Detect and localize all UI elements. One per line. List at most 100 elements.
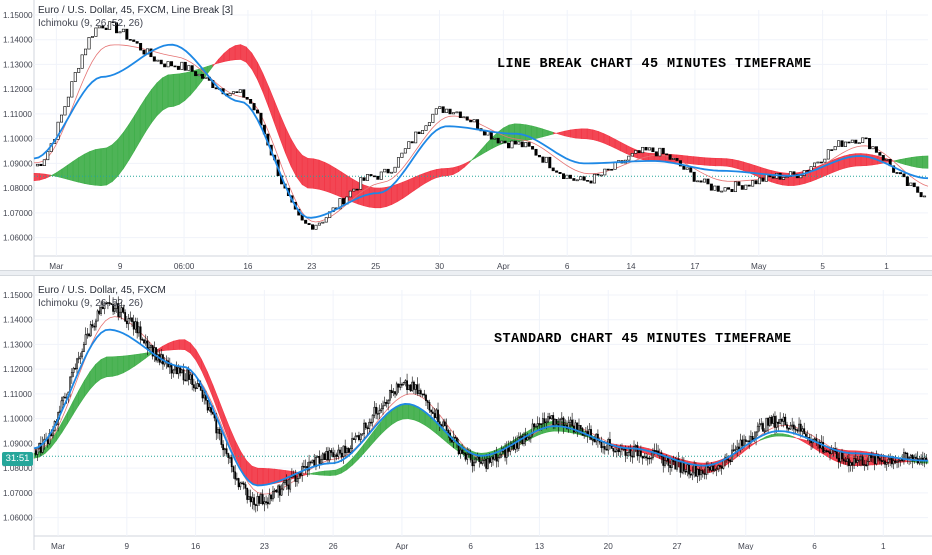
- price-bar: [63, 106, 67, 116]
- price-bar: [816, 161, 820, 164]
- price-bar: [70, 372, 73, 378]
- ichimoku-cloud-segment: [614, 138, 621, 152]
- time-tick-label: 9: [118, 262, 123, 270]
- price-bar: [139, 326, 142, 340]
- price-bar: [653, 450, 656, 452]
- price-bar: [335, 454, 338, 457]
- price-bar: [915, 456, 917, 459]
- price-bar: [548, 416, 551, 419]
- ichimoku-cloud-segment: [486, 136, 493, 152]
- price-bar: [641, 455, 644, 459]
- ichimoku-cloud-segment: [83, 151, 91, 185]
- pane-separator[interactable]: [0, 270, 932, 276]
- price-bar: [493, 453, 496, 460]
- ichimoku-cloud-segment: [441, 168, 448, 177]
- price-bar: [877, 453, 880, 459]
- price-bar: [268, 494, 271, 505]
- price-bar: [884, 460, 886, 465]
- price-bar: [574, 422, 577, 433]
- price-bar: [155, 347, 157, 361]
- ichimoku-cloud-segment: [33, 172, 40, 182]
- ichimoku-cloud-segment: [586, 128, 594, 140]
- standard-chart-pane[interactable]: 1.15000 1.14000 1.13000 1.12000 1.11000 1.100…: [0, 276, 932, 551]
- price-bar: [90, 36, 94, 38]
- ichimoku-cloud-segment: [324, 161, 331, 193]
- price-bar: [304, 466, 307, 468]
- price-bar: [509, 446, 512, 452]
- price-bar: [458, 111, 462, 119]
- line-break-chart-pane[interactable]: 1.15000 1.14000 1.13000 1.12000 1.11000 1.100…: [0, 0, 932, 271]
- price-bar: [715, 468, 718, 471]
- price-bar: [159, 59, 163, 65]
- price-bar: [897, 460, 900, 462]
- bottom-indicator-label: Ichimoku (9, 26, 52, 26): [38, 298, 144, 309]
- price-bar: [254, 504, 257, 506]
- price-bar: [166, 61, 170, 68]
- price-tick-label: 1.15000: [3, 11, 33, 20]
- time-tick-label: 1: [884, 262, 889, 270]
- price-bar: [345, 447, 348, 454]
- price-bar: [128, 39, 132, 41]
- price-tick-label: 1.08000: [3, 464, 33, 473]
- price-bar: [476, 119, 480, 129]
- price-bar: [885, 462, 888, 465]
- price-bar: [39, 443, 42, 453]
- ichimoku-cloud-segment: [620, 141, 627, 154]
- price-bar: [442, 421, 445, 427]
- ichimoku-cloud-segment: [296, 147, 303, 186]
- price-bar: [685, 167, 689, 170]
- price-bar: [517, 436, 520, 449]
- time-tick-label: 27: [672, 542, 682, 550]
- price-bar: [617, 449, 620, 453]
- price-bar: [203, 394, 206, 399]
- line-break-chart[interactable]: 1.15000 1.14000 1.13000 1.12000 1.11000 1.100…: [0, 0, 932, 271]
- ichimoku-cloud-segment: [709, 157, 716, 167]
- price-bar: [179, 367, 182, 374]
- price-bar: [856, 460, 859, 463]
- price-bar: [562, 417, 565, 428]
- price-bar: [222, 444, 225, 451]
- price-bar: [758, 177, 762, 185]
- ichimoku-cloud-segment: [475, 149, 482, 159]
- price-bar: [905, 176, 909, 186]
- ichimoku-cloud-segment: [240, 44, 247, 63]
- price-bar: [744, 439, 747, 442]
- price-bar: [468, 452, 470, 455]
- price-bar: [261, 494, 264, 505]
- price-bar: [282, 482, 285, 490]
- price-bar: [526, 436, 529, 441]
- ichimoku-cloud-segment: [56, 421, 63, 442]
- price-bar: [737, 446, 740, 450]
- standard-chart[interactable]: 1.15000 1.14000 1.13000 1.12000 1.11000 1.100…: [0, 276, 932, 551]
- price-bar: [605, 448, 608, 451]
- price-bar: [727, 459, 730, 461]
- price-bar: [339, 449, 341, 454]
- price-bar: [497, 457, 500, 462]
- price-bar: [569, 419, 572, 423]
- ichimoku-cloud-segment: [480, 142, 487, 156]
- price-bar: [136, 321, 139, 334]
- time-tick-label: 16: [243, 262, 253, 270]
- price-bar: [103, 302, 106, 310]
- price-bar: [200, 73, 204, 79]
- price-bar: [258, 496, 261, 504]
- ichimoku-cloud-segment: [89, 149, 96, 186]
- price-bar: [341, 198, 345, 205]
- price-bar: [272, 490, 274, 500]
- price-bar: [417, 131, 421, 135]
- ichimoku-cloud-segment: [134, 105, 141, 152]
- price-bar: [386, 168, 390, 174]
- ichimoku-cloud-segment: [402, 179, 409, 199]
- price-bar: [672, 158, 676, 160]
- ichimoku-cloud-segment: [575, 128, 582, 139]
- price-bar: [699, 180, 703, 183]
- ichimoku-cloud-segment: [128, 354, 135, 371]
- price-bar: [578, 425, 580, 431]
- price-bar: [459, 449, 462, 455]
- price-bar: [878, 152, 882, 156]
- price-tick-label: 1.12000: [3, 365, 33, 374]
- price-bar: [318, 456, 321, 464]
- price-bar: [517, 141, 521, 145]
- price-bar: [586, 180, 590, 182]
- price-bar: [317, 222, 321, 226]
